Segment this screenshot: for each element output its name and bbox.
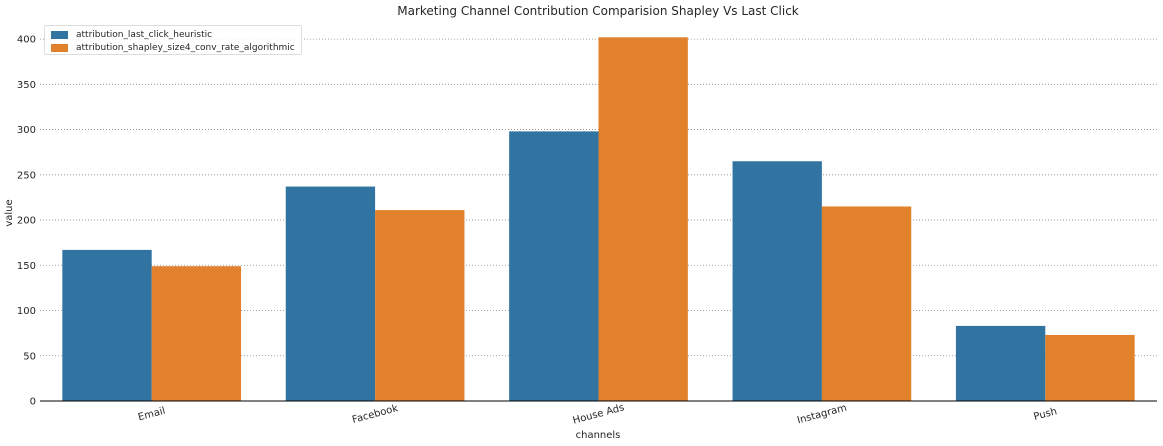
x-axis-label: channels: [576, 430, 621, 441]
x-tick-label: Facebook: [351, 403, 399, 426]
legend: attribution_last_click_heuristic attribu…: [44, 25, 302, 55]
legend-swatch-series-1: [51, 43, 68, 52]
y-tick-label: 0: [30, 397, 36, 408]
bar-house-ads-series-0: [509, 131, 599, 401]
legend-item-series-0: attribution_last_click_heuristic: [51, 28, 295, 41]
y-tick-label: 350: [17, 80, 36, 91]
y-axis-label: value: [4, 199, 15, 226]
y-tick-label: 250: [17, 170, 36, 181]
y-tick-labels: 0 50 100 150 200 250 300 350 400: [17, 35, 36, 408]
bar-email-series-1: [151, 266, 242, 401]
y-tick-label: 150: [17, 261, 36, 272]
legend-label-series-1: attribution_shapley_size4_conv_rate_algo…: [76, 42, 295, 53]
bar-house-ads-series-1: [598, 37, 688, 402]
x-tick-labels: Email Facebook House Ads Instagram Push: [137, 402, 1058, 426]
bar-push-series-1: [1045, 334, 1135, 401]
bars: [62, 37, 1135, 402]
y-tick-label: 100: [17, 306, 36, 317]
x-tick-label: Instagram: [796, 403, 848, 427]
y-tick-label: 200: [17, 216, 36, 227]
bar-instagram-series-0: [732, 161, 822, 401]
legend-item-series-1: attribution_shapley_size4_conv_rate_algo…: [51, 41, 295, 54]
bar-instagram-series-1: [821, 206, 912, 401]
y-tick-label: 300: [17, 125, 36, 136]
y-tick-label: 400: [17, 35, 36, 46]
x-tick-label: Email: [137, 406, 167, 424]
bar-email-series-0: [62, 249, 152, 401]
x-tick-label: House Ads: [572, 402, 626, 426]
bar-facebook-series-1: [375, 210, 465, 401]
legend-swatch-series-0: [51, 30, 68, 39]
legend-label-series-0: attribution_last_click_heuristic: [76, 29, 213, 40]
y-tick-label: 50: [23, 351, 36, 362]
x-tick-label: Push: [1033, 406, 1059, 423]
bar-facebook-series-0: [285, 186, 376, 401]
chart-title: Marketing Channel Contribution Comparisi…: [397, 4, 799, 18]
bar-push-series-0: [955, 325, 1046, 401]
